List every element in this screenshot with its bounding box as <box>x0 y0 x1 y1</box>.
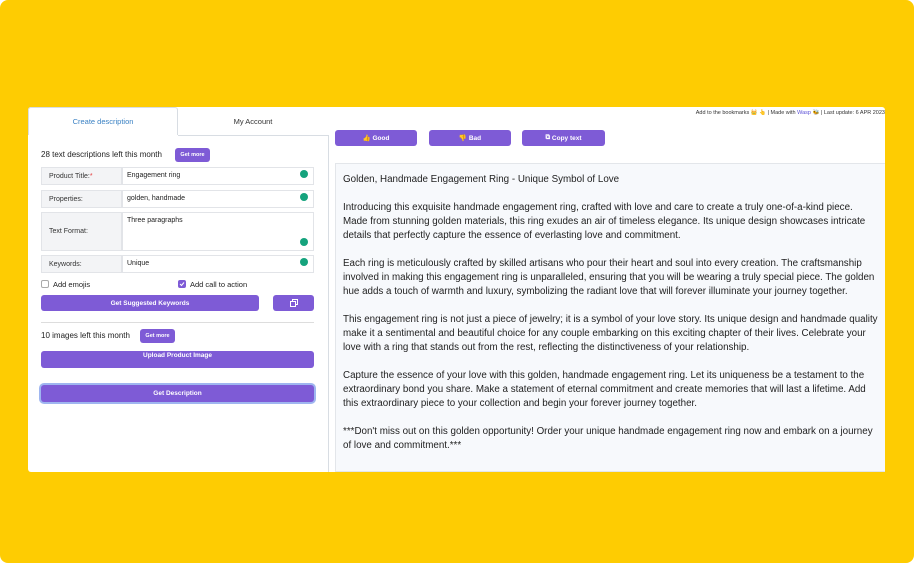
grammar-icon <box>300 258 308 266</box>
tab[interactable]: My Account <box>233 116 273 126</box>
label-text: Properties: <box>49 195 83 203</box>
bad-button[interactable]: 👎 Bad <box>429 130 511 146</box>
check-mark <box>179 282 185 287</box>
field-label: Product Title: * <box>41 167 122 185</box>
field-input[interactable]: Unique <box>122 255 314 273</box>
good-button[interactable]: 👍 Good <box>335 130 417 146</box>
field-label: Keywords: <box>41 255 122 273</box>
field-input[interactable]: golden, handmade <box>122 190 314 208</box>
field-input[interactable]: Three paragraphs <box>122 212 314 251</box>
images-quota: 10 images left this month <box>41 331 130 340</box>
output-paragraph: ***Don't miss out on this golden opportu… <box>343 426 873 451</box>
button-label: Bad <box>468 134 482 142</box>
get-more-button[interactable]: Get more <box>175 148 210 162</box>
label-text: Product Title: <box>49 172 90 180</box>
output-paragraph: Capture the essence of your love with th… <box>343 370 866 409</box>
required-mark: * <box>89 172 93 180</box>
button-label: Copy text <box>551 134 582 142</box>
upload-button[interactable]: Upload Product Image <box>41 351 314 368</box>
tab[interactable]: Create description <box>28 107 178 135</box>
output-paragraph: Each ring is meticulously crafted by ski… <box>343 258 875 297</box>
note-text: Add to the bookmarks 👑 👆 | Made with <box>695 110 798 116</box>
tab-border <box>178 135 328 136</box>
suggest-keywords-button[interactable]: Get Suggested Keywords <box>41 295 259 311</box>
divider <box>328 135 329 472</box>
wasp-link[interactable]: Wasp <box>797 110 811 116</box>
copy-button[interactable]: ⧉ Copy text <box>522 130 605 146</box>
checkbox-label: Add emojis <box>53 280 91 289</box>
copy-keywords-button[interactable] <box>273 295 314 311</box>
output-box: Golden, Handmade Engagement Ring - Uniqu… <box>335 163 885 472</box>
output-title: Golden, Handmade Engagement Ring - Uniqu… <box>343 174 620 185</box>
note-text: 🐝 | Last update: 6 APR 2023 <box>810 110 885 116</box>
label-text: Keywords: <box>49 260 82 268</box>
field-label: Properties: <box>41 190 122 208</box>
grammar-icon <box>300 170 308 178</box>
field-label: Text Format: <box>41 212 122 251</box>
button-label: Good <box>372 134 390 142</box>
field-input[interactable]: Engagement ring <box>122 167 314 185</box>
quota-text: 28 text descriptions left this month <box>41 150 162 159</box>
separator <box>41 322 314 323</box>
output-paragraph: This engagement ring is not just a piece… <box>343 314 878 353</box>
checkbox[interactable] <box>178 280 186 288</box>
label-text: Text Format: <box>49 228 88 235</box>
app-card: Create description My Account 28 text de… <box>28 107 885 472</box>
checkbox[interactable] <box>41 280 49 288</box>
get-more-button[interactable]: Get more <box>140 329 175 343</box>
copy-icon <box>289 299 298 307</box>
get-description-button[interactable]: Get Description <box>41 385 314 402</box>
grammar-icon <box>300 193 308 201</box>
output-paragraph: Introducing this exquisite handmade enga… <box>343 202 866 241</box>
checkbox-label: Add call to action <box>190 280 248 289</box>
grammar-icon <box>300 238 308 246</box>
header-note: Add to the bookmarks 👑 👆 | Made with Was… <box>696 110 885 116</box>
